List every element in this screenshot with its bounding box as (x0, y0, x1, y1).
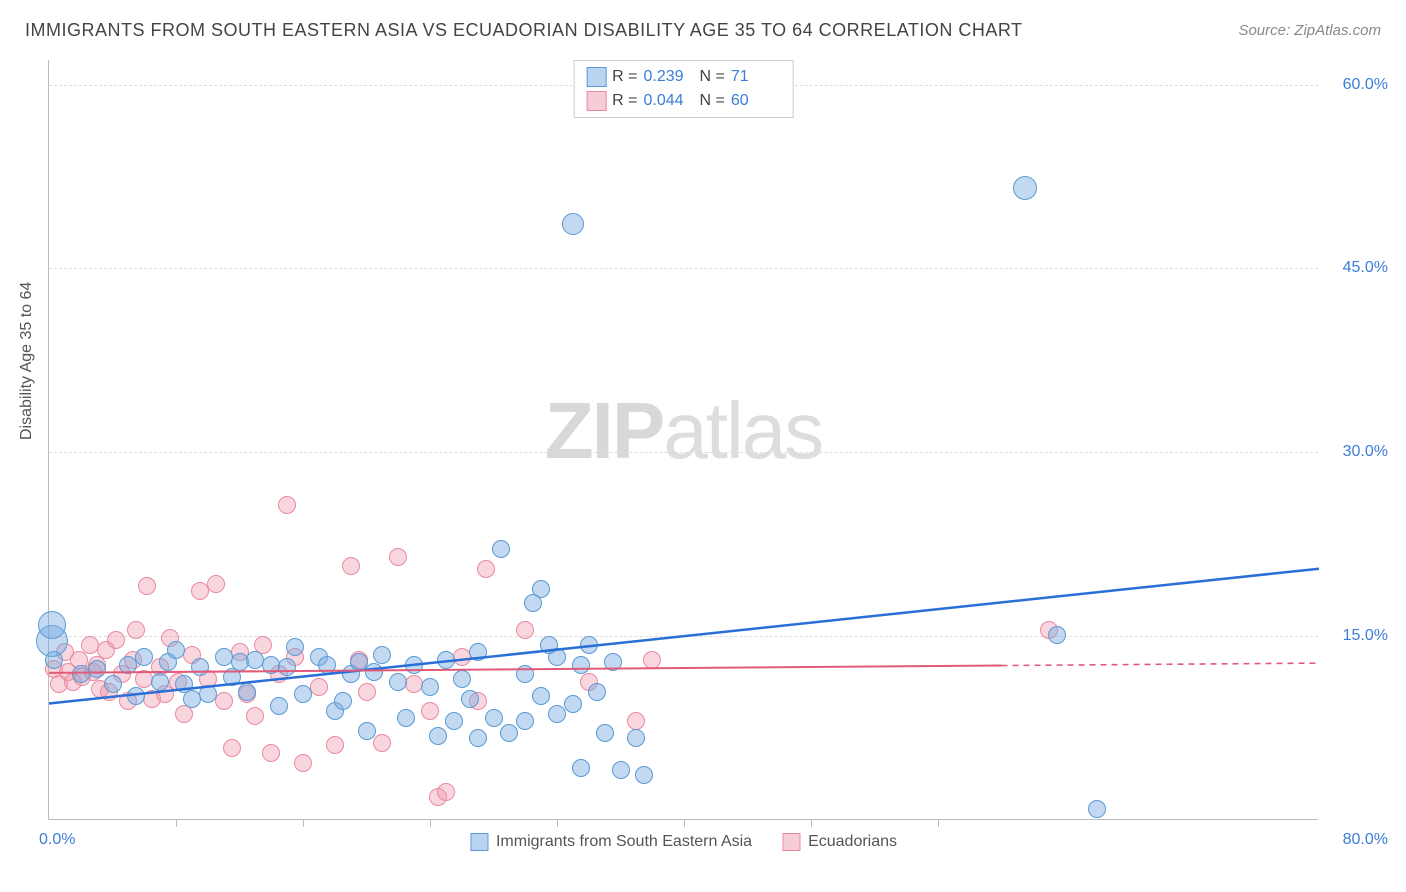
x-tick (684, 819, 685, 827)
n-value-ecu: 60 (731, 92, 781, 110)
legend-label-ecu: Ecuadorians (808, 833, 897, 851)
r-value-ecu: 0.044 (644, 92, 694, 110)
plot-area: ZIPatlas R = 0.239 N = 71 R = 0.044 N = … (48, 60, 1318, 820)
swatch-sea (586, 67, 606, 87)
x-origin-label: 0.0% (39, 831, 75, 849)
trend-line-ecu (49, 666, 1002, 673)
swatch-ecu-bottom (782, 833, 800, 851)
trend-line-sea (49, 569, 1319, 704)
n-value-sea: 71 (731, 68, 781, 86)
correlation-legend: R = 0.239 N = 71 R = 0.044 N = 60 (573, 60, 794, 118)
y-tick-label: 30.0% (1343, 443, 1388, 461)
y-axis-title: Disability Age 35 to 64 (18, 282, 36, 440)
legend-label-sea: Immigrants from South Eastern Asia (496, 833, 752, 851)
chart-title: IMMIGRANTS FROM SOUTH EASTERN ASIA VS EC… (25, 20, 1023, 41)
n-label: N = (700, 92, 725, 110)
x-tick (557, 819, 558, 827)
x-tick (176, 819, 177, 827)
swatch-ecu (586, 91, 606, 111)
x-tick (938, 819, 939, 827)
swatch-sea-bottom (470, 833, 488, 851)
y-tick-label: 60.0% (1343, 76, 1388, 94)
legend-item-ecu: Ecuadorians (782, 833, 897, 851)
legend-row-ecu: R = 0.044 N = 60 (586, 89, 781, 113)
n-label: N = (700, 68, 725, 86)
legend-item-sea: Immigrants from South Eastern Asia (470, 833, 752, 851)
series-legend: Immigrants from South Eastern Asia Ecuad… (470, 833, 897, 851)
r-label: R = (612, 92, 637, 110)
x-max-label: 80.0% (1343, 831, 1388, 849)
y-tick-label: 15.0% (1343, 627, 1388, 645)
trend-lines (49, 60, 1318, 819)
r-label: R = (612, 68, 637, 86)
r-value-sea: 0.239 (644, 68, 694, 86)
x-tick (811, 819, 812, 827)
source-attribution: Source: ZipAtlas.com (1238, 22, 1381, 39)
legend-row-sea: R = 0.239 N = 71 (586, 65, 781, 89)
y-tick-label: 45.0% (1343, 259, 1388, 277)
x-tick (430, 819, 431, 827)
x-tick (303, 819, 304, 827)
trend-line-ecu-extension (1002, 663, 1320, 665)
